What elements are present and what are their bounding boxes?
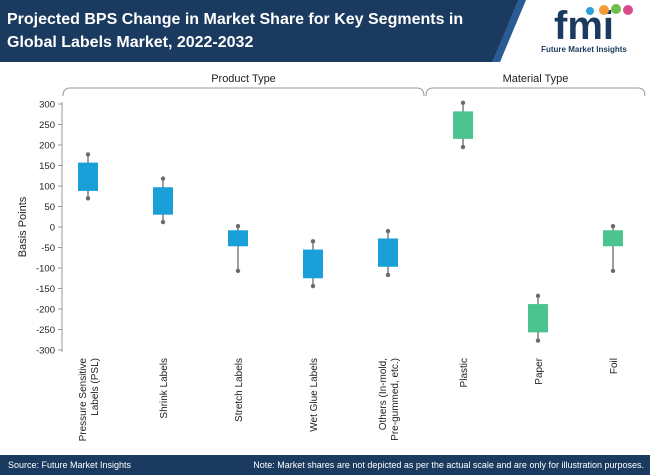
- box-min-dot-6: [460, 144, 466, 150]
- box-min-dot-8: [610, 268, 616, 274]
- y-tick-label: 150: [39, 161, 55, 172]
- box-max-dot-4: [310, 239, 316, 244]
- box-max-dot-5: [385, 228, 391, 234]
- chart-title: Projected BPS Change in Market Share for…: [7, 11, 464, 51]
- box-body-1: [78, 162, 98, 191]
- fmi-logo: fmi Future Market Insights: [524, 4, 644, 58]
- y-axis-title: Basis Points: [17, 196, 29, 257]
- box-max-dot-1: [85, 152, 91, 157]
- box-body-8: [603, 230, 623, 247]
- logo-dot-blue: [586, 7, 594, 15]
- x-category-label-5: Pre-gummed, etc.): [390, 358, 401, 441]
- footer-source: Source: Future Market Insights: [8, 460, 132, 470]
- y-tick-label: 50: [44, 202, 55, 213]
- y-tick-label: 100: [39, 182, 55, 193]
- box-body-2: [153, 187, 173, 215]
- x-category-label-4: Wet Glue Labels: [309, 358, 320, 432]
- x-category-label-1: Labels (PSL): [90, 358, 101, 416]
- x-category-label-8: Foil: [609, 358, 620, 374]
- box-min-dot-4: [310, 283, 316, 289]
- group-bracket-2: [425, 87, 646, 97]
- x-category-label-3: Stretch Labels: [234, 358, 245, 422]
- x-category-label-1: Pressure Sensitive: [78, 358, 89, 442]
- box-min-dot-5: [385, 272, 391, 278]
- y-tick-label: -300: [36, 346, 55, 357]
- box-min-dot-1: [85, 196, 91, 201]
- box-min-dot-7: [535, 338, 541, 343]
- fmi-logo-text: Future Market Insights: [541, 45, 627, 54]
- box-max-dot-7: [535, 293, 541, 299]
- box-body-7: [528, 304, 548, 333]
- x-category-label-5: Others (In-mold,: [378, 358, 389, 430]
- box-min-dot-2: [160, 219, 166, 225]
- box-body-6: [453, 111, 473, 139]
- footer-bar: Source: Future Market Insights Note: Mar…: [0, 455, 650, 475]
- box-plot-chart: 300 250 200 150 100 50 0 -50 -100 -150 -200 -250 -30…: [0, 62, 650, 455]
- y-tick-label: -150: [36, 284, 55, 295]
- logo-dot-orange: [599, 5, 609, 15]
- chart-svg: 300 250 200 150 100 50 0 -50 -100 -150 -200 -250 -30…: [17, 73, 646, 442]
- group-label-1: Product Type: [211, 73, 276, 85]
- logo-dot-pink: [623, 5, 633, 15]
- y-tick-label: -50: [41, 243, 55, 254]
- fmi-logo-mark: fmi: [554, 4, 633, 44]
- header-banner: Projected BPS Change in Market Share for…: [0, 0, 650, 62]
- box-max-dot-8: [610, 223, 616, 229]
- box-min-dot-3: [235, 268, 241, 274]
- box-body-4: [303, 249, 323, 279]
- x-category-label-7: Paper: [534, 357, 545, 384]
- y-tick-label: -250: [36, 325, 55, 336]
- logo-dot-green: [611, 4, 621, 14]
- y-tick-label: 0: [50, 223, 55, 234]
- box-body-5: [378, 238, 398, 267]
- x-category-label-2: Shrink Labels: [159, 358, 170, 419]
- footer-note: Note: Market shares are not depicted as …: [253, 460, 644, 470]
- y-tick-label: -200: [36, 305, 55, 316]
- box-max-dot-6: [460, 100, 466, 105]
- box-body-3: [228, 230, 248, 247]
- y-tick-label: 200: [39, 141, 55, 152]
- box-max-dot-3: [235, 223, 241, 229]
- y-tick-label: 250: [39, 120, 55, 131]
- group-label-2: Material Type: [503, 73, 569, 85]
- y-tick-label: 300: [39, 100, 55, 111]
- box-max-dot-2: [160, 176, 166, 181]
- x-category-label-6: Plastic: [459, 358, 470, 387]
- group-bracket-1: [62, 87, 425, 97]
- y-tick-label: -100: [36, 264, 55, 275]
